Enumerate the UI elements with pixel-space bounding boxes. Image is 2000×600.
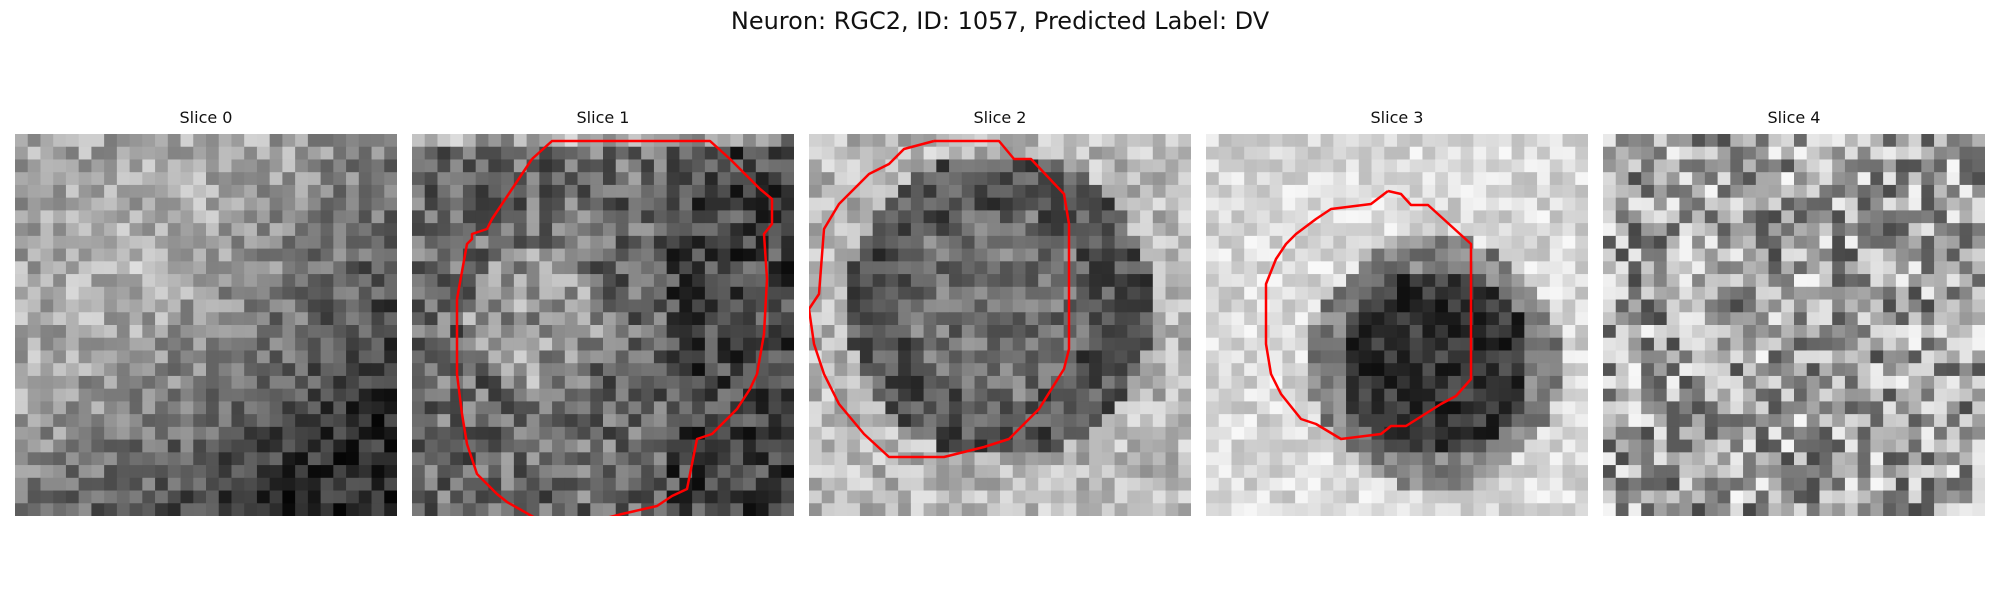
segmentation-contour <box>809 139 1071 459</box>
slice-title: Slice 0 <box>179 108 233 127</box>
slice-image <box>1603 134 1985 516</box>
figure-title: Neuron: RGC2, ID: 1057, Predicted Label:… <box>730 7 1270 35</box>
segmentation-contour <box>455 139 774 516</box>
slice-title: Slice 1 <box>576 108 630 127</box>
slice-image <box>1206 134 1588 516</box>
slice-image <box>412 134 794 516</box>
slice-title: Slice 3 <box>1370 108 1424 127</box>
slice-title: Slice 2 <box>973 108 1027 127</box>
slice-image <box>809 134 1191 516</box>
slice-title: Slice 4 <box>1767 108 1821 127</box>
segmentation-contour <box>1264 189 1473 441</box>
slice-image <box>15 134 397 516</box>
